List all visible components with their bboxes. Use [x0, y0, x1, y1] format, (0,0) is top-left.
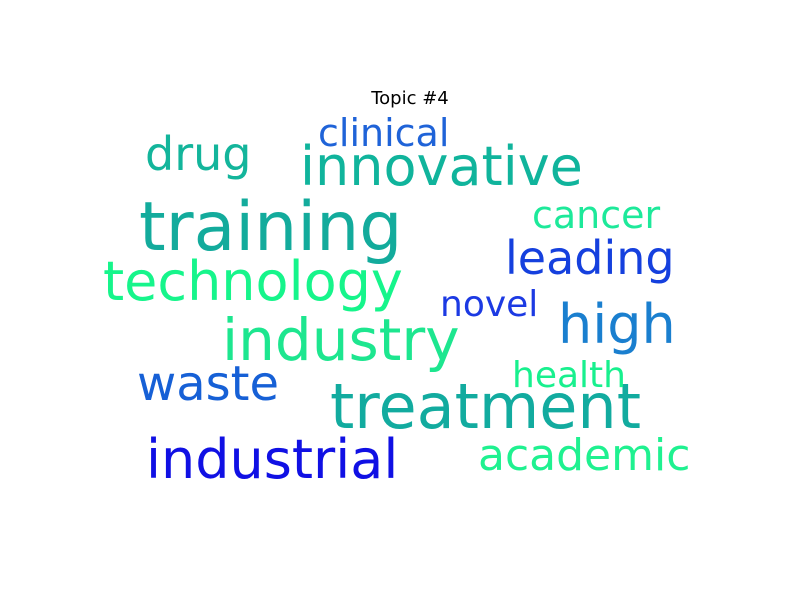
word-technology: technology	[103, 250, 403, 313]
word-academic: academic	[478, 430, 690, 481]
word-industry: industry	[222, 306, 460, 374]
chart-title: Topic #4	[371, 88, 449, 109]
word-treatment: treatment	[330, 370, 641, 443]
word-cancer: cancer	[532, 193, 661, 237]
word-leading: leading	[505, 231, 675, 285]
word-training: training	[139, 188, 402, 267]
word-high: high	[558, 293, 676, 356]
word-drug: drug	[145, 127, 251, 181]
word-clinical: clinical	[318, 111, 449, 155]
word-innovative: innovative	[300, 135, 583, 198]
word-health: health	[512, 355, 626, 396]
word-industrial: industrial	[146, 428, 398, 491]
word-novel: novel	[440, 284, 538, 325]
word-waste: waste	[137, 356, 279, 412]
